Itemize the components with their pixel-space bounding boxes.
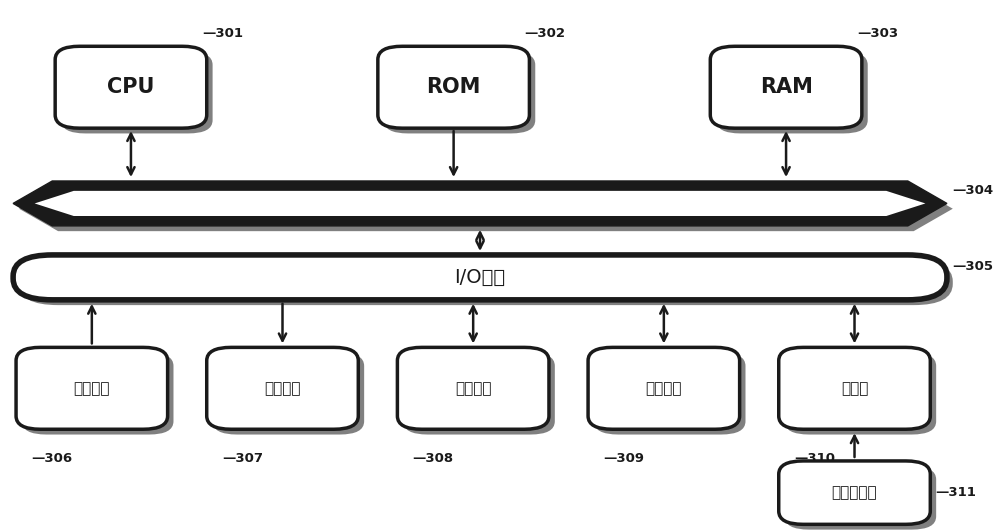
FancyBboxPatch shape bbox=[384, 52, 535, 133]
FancyBboxPatch shape bbox=[785, 353, 936, 434]
Text: —305: —305 bbox=[952, 260, 993, 273]
Polygon shape bbox=[35, 191, 925, 216]
FancyBboxPatch shape bbox=[207, 347, 358, 429]
Text: —311: —311 bbox=[935, 486, 976, 499]
FancyBboxPatch shape bbox=[403, 353, 555, 434]
Text: 存储部分: 存储部分 bbox=[455, 381, 491, 396]
Polygon shape bbox=[13, 181, 947, 226]
FancyBboxPatch shape bbox=[710, 46, 862, 128]
Text: CPU: CPU bbox=[107, 77, 155, 97]
FancyBboxPatch shape bbox=[378, 46, 529, 128]
Text: RAM: RAM bbox=[760, 77, 813, 97]
FancyBboxPatch shape bbox=[594, 353, 745, 434]
FancyBboxPatch shape bbox=[785, 466, 936, 529]
Polygon shape bbox=[19, 186, 953, 231]
Text: —310: —310 bbox=[794, 452, 835, 465]
FancyBboxPatch shape bbox=[61, 52, 213, 133]
FancyBboxPatch shape bbox=[779, 347, 930, 429]
Text: —302: —302 bbox=[525, 27, 566, 40]
FancyBboxPatch shape bbox=[13, 255, 947, 300]
Text: 可拆卸介质: 可拆卸介质 bbox=[832, 485, 877, 500]
Text: —308: —308 bbox=[413, 452, 454, 465]
Text: —307: —307 bbox=[222, 452, 263, 465]
Text: —306: —306 bbox=[31, 452, 72, 465]
FancyBboxPatch shape bbox=[213, 353, 364, 434]
Text: —301: —301 bbox=[202, 27, 243, 40]
Text: —304: —304 bbox=[952, 184, 993, 196]
FancyBboxPatch shape bbox=[588, 347, 740, 429]
Text: —309: —309 bbox=[603, 452, 644, 465]
FancyBboxPatch shape bbox=[397, 347, 549, 429]
Text: ROM: ROM bbox=[426, 77, 481, 97]
Text: 驱动器: 驱动器 bbox=[841, 381, 868, 396]
Text: I/O接口: I/O接口 bbox=[454, 268, 506, 287]
Text: —303: —303 bbox=[857, 27, 898, 40]
FancyBboxPatch shape bbox=[55, 46, 207, 128]
FancyBboxPatch shape bbox=[16, 347, 168, 429]
Text: 输出部分: 输出部分 bbox=[264, 381, 301, 396]
FancyBboxPatch shape bbox=[779, 461, 930, 524]
FancyBboxPatch shape bbox=[716, 52, 868, 133]
Text: 通信部分: 通信部分 bbox=[646, 381, 682, 396]
FancyBboxPatch shape bbox=[19, 260, 953, 305]
Text: 输入部分: 输入部分 bbox=[74, 381, 110, 396]
FancyBboxPatch shape bbox=[22, 353, 173, 434]
